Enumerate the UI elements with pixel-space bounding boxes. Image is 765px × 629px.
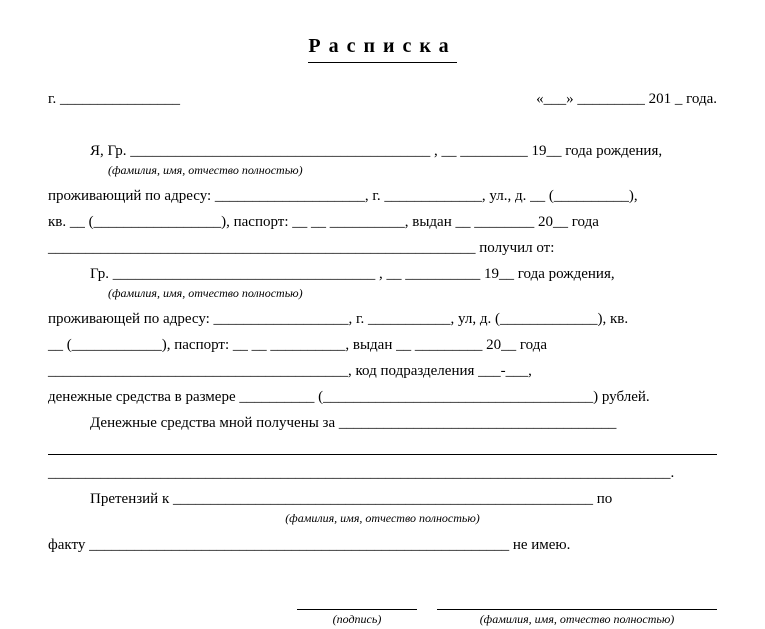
fullname-field [437, 585, 717, 610]
line-4: ________________________________________… [48, 236, 717, 260]
claims-line-1: Претензий к ____________________________… [48, 487, 717, 511]
fullname-label: (фамилия, имя, отчество полностью) [437, 610, 717, 629]
signature-field [297, 585, 417, 610]
header-row: г. ________________ «___» _________ 201 … [48, 87, 717, 111]
signature-row: (подпись) (фамилия, имя, отчество полнос… [48, 585, 717, 629]
signature-label: (подпись) [297, 610, 417, 629]
line-1: Я, Гр. _________________________________… [48, 139, 717, 163]
hint-fio-2: (фамилия, имя, отчество полностью) [48, 284, 717, 303]
claims-line-2: факту __________________________________… [48, 533, 717, 557]
line-5: Гр. ___________________________________ … [48, 262, 717, 286]
line-10: Денежные средства мной получены за _____… [48, 411, 717, 435]
document-title: Расписка [308, 30, 456, 63]
line-6: проживающей по адресу: _________________… [48, 307, 717, 331]
line-11: ________________________________________… [48, 461, 717, 485]
line-9: денежные средства в размере __________ (… [48, 385, 717, 409]
city-field: г. ________________ [48, 87, 180, 111]
line-2: проживающий по адресу: _________________… [48, 184, 717, 208]
hint-fio-1: (фамилия, имя, отчество полностью) [48, 161, 717, 180]
line-7: __ (____________), паспорт: __ __ ______… [48, 333, 717, 357]
date-field: «___» _________ 201 _ года. [536, 87, 717, 111]
blank-line-1 [48, 437, 717, 455]
line-8: ________________________________________… [48, 359, 717, 383]
hint-fio-3: (фамилия, имя, отчество полностью) [48, 509, 717, 528]
line-3: кв. __ (_________________), паспорт: __ … [48, 210, 717, 234]
